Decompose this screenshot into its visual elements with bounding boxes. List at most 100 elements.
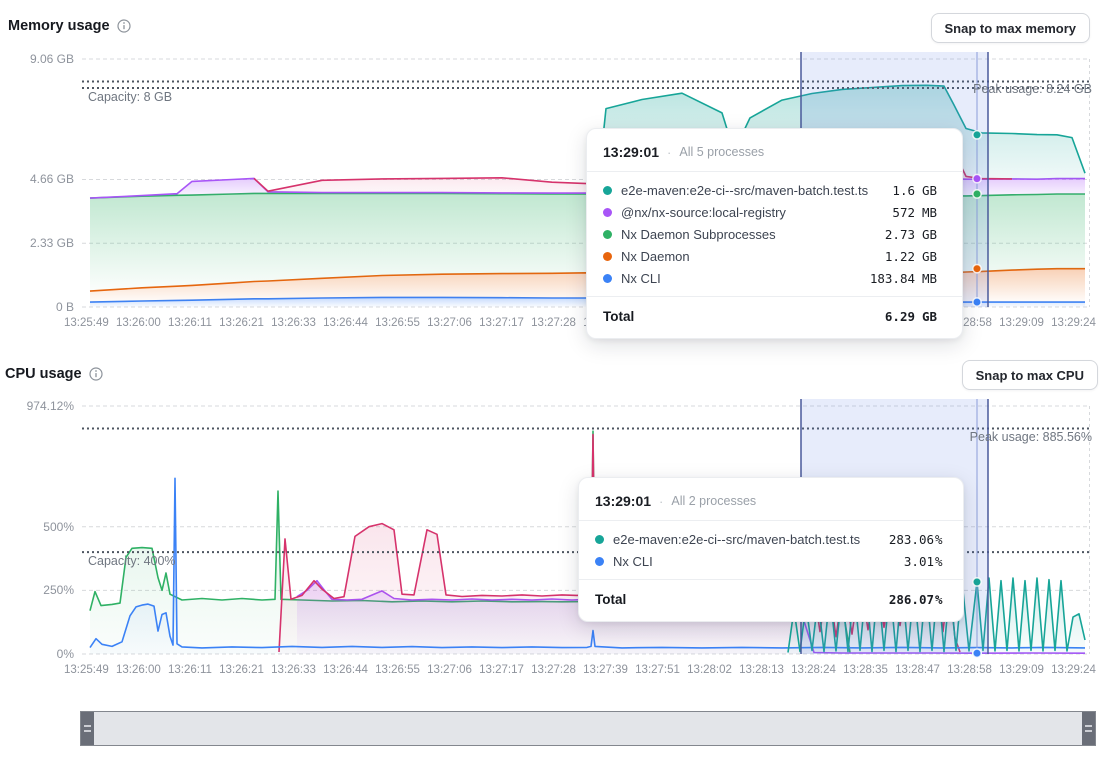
tooltip-rows: e2e-maven:e2e-ci--src/maven-batch.test.t…: [595, 528, 947, 572]
x-tick-label: 13:28:58: [947, 664, 992, 676]
process-unit: MB: [922, 270, 938, 286]
process-unit: GB: [922, 182, 938, 198]
hover-dot: [972, 173, 982, 184]
x-tick-label: 13:29:24: [1051, 664, 1096, 676]
drag-handle-icon: [1085, 725, 1092, 727]
process-unit: GB: [922, 226, 938, 242]
tooltip-time: 13:29:01: [603, 144, 660, 160]
x-tick-label: 13:27:28: [531, 664, 576, 676]
cpu-chart-title: CPU usage: [5, 366, 82, 382]
series-color-dot: [603, 207, 612, 217]
snap-to-max-cpu-button[interactable]: Snap to max CPU: [961, 360, 1098, 390]
divider: [587, 171, 962, 172]
x-tick-label: 13:26:21: [219, 664, 264, 676]
process-unit: %: [935, 531, 943, 547]
series-area-series-pink: [90, 132, 1085, 199]
tooltip-process-row: Nx Daemon Subprocesses 2.73 GB: [603, 223, 946, 245]
x-tick-label: 13:26:55: [375, 317, 420, 329]
y-tick-label: 0 B: [55, 300, 74, 314]
x-tick-label: 13:26:00: [116, 317, 161, 329]
tooltip-header: 13:29:01 · All 2 processes: [595, 489, 947, 513]
total-value: 286.07: [888, 591, 934, 607]
series-color-dot: [595, 556, 604, 566]
hover-dot: [972, 648, 982, 659]
process-unit: %: [935, 553, 943, 569]
tooltip-total-row: Total 6.29 GB: [603, 304, 946, 328]
x-tick-label: 13:27:06: [427, 317, 472, 329]
y-tick-label: 250%: [43, 583, 74, 598]
process-name: Nx CLI: [621, 270, 661, 286]
cpu-section-header: CPU usage: [5, 366, 103, 382]
snap-to-max-memory-button[interactable]: Snap to max memory: [930, 13, 1090, 43]
tooltip-process-row: @nx/nx-source:local-registry 572 MB: [603, 201, 946, 223]
process-value: 183.84: [869, 270, 915, 286]
process-name: @nx/nx-source:local-registry: [621, 204, 786, 220]
info-icon[interactable]: [88, 367, 103, 381]
x-tick-label: 13:26:33: [271, 317, 316, 329]
x-tick-label: 13:26:44: [323, 664, 368, 676]
x-tick-label: 13:28:13: [739, 664, 784, 676]
x-tick-label: 13:28:02: [687, 664, 732, 676]
hover-dot: [972, 189, 982, 199]
hover-indicator: [972, 52, 982, 308]
x-tick-label: 13:26:11: [168, 664, 212, 676]
process-value: 3.01: [903, 553, 934, 569]
x-tick-label: 13:28:24: [791, 664, 836, 676]
total-label: Total: [603, 308, 635, 324]
cpu-capacity-label: Capacity: 400%: [88, 554, 176, 568]
scrollbar-left-handle[interactable]: [81, 712, 94, 745]
drag-handle-icon: [84, 725, 91, 727]
memory-peak-label: Peak usage: 8.24 GB: [973, 82, 1092, 96]
x-tick-label: 13:29:09: [999, 317, 1044, 329]
tooltip-total-row: Total 286.07 %: [595, 587, 947, 611]
x-tick-label: 13:27:17: [479, 317, 524, 329]
tooltip-subtitle: All 2 processes: [671, 494, 757, 508]
divider: [579, 579, 963, 580]
series-color-dot: [603, 273, 612, 283]
tooltip-process-row: e2e-maven:e2e-ci--src/maven-batch.test.t…: [595, 528, 947, 550]
tooltip-separator: ·: [667, 144, 672, 160]
y-tick-label: 500%: [43, 519, 74, 534]
tooltip-process-row: Nx Daemon 1.22 GB: [603, 245, 946, 267]
x-tick-label: 13:26:21: [219, 317, 264, 329]
series-area-nx-daemon-subprocesses: [90, 431, 850, 654]
process-value: 1.22: [884, 248, 915, 264]
scrollbar-right-handle[interactable]: [1082, 712, 1095, 745]
x-tick-label: 13:26:11: [168, 317, 212, 329]
process-unit: MB: [922, 204, 938, 220]
drag-handle-icon: [84, 730, 91, 732]
x-tick-label: 13:27:39: [583, 664, 628, 676]
x-tick-label: 13:26:33: [271, 664, 316, 676]
tooltip-rows: e2e-maven:e2e-ci--src/maven-batch.test.t…: [603, 179, 946, 289]
drag-handle-icon: [1085, 730, 1092, 732]
series-color-dot: [603, 229, 612, 239]
x-tick-label: 13:26:55: [375, 664, 420, 676]
hover-dot: [972, 129, 982, 140]
x-tick-label: 13:27:51: [635, 664, 680, 676]
total-unit: %: [935, 591, 943, 607]
x-tick-label: 13:28:47: [895, 664, 940, 676]
x-tick-label: 13:27:17: [479, 664, 524, 676]
x-tick-label: 13:28:35: [843, 664, 888, 676]
series-area-e2e-maven: [90, 85, 1085, 199]
x-tick-label: 13:29:24: [1051, 317, 1096, 329]
memory-capacity-label: Capacity: 8 GB: [88, 90, 173, 104]
info-icon[interactable]: [116, 19, 131, 33]
cpu-tooltip: 13:29:01 · All 2 processes e2e-maven:e2e…: [578, 477, 964, 622]
memory-chart-title: Memory usage: [8, 18, 110, 34]
hover-dot: [972, 576, 982, 587]
process-value: 283.06: [888, 531, 934, 547]
divider: [587, 296, 962, 297]
process-value: 1.6: [892, 182, 915, 198]
x-tick-label: 13:29:09: [999, 664, 1044, 676]
y-tick-label: 974.12%: [26, 398, 74, 413]
tooltip-time: 13:29:01: [595, 493, 652, 509]
process-value: 2.73: [884, 226, 915, 242]
tooltip-subtitle: All 5 processes: [679, 145, 765, 159]
hover-dot: [972, 263, 982, 274]
tooltip-process-row: Nx CLI 183.84 MB: [603, 267, 946, 289]
timeline-scrollbar[interactable]: [80, 711, 1096, 746]
hover-dot: [972, 297, 982, 308]
cpu-x-axis: 13:25:49 13:26:00 13:26:11 13:26:21 13:26:33…: [64, 664, 1096, 676]
